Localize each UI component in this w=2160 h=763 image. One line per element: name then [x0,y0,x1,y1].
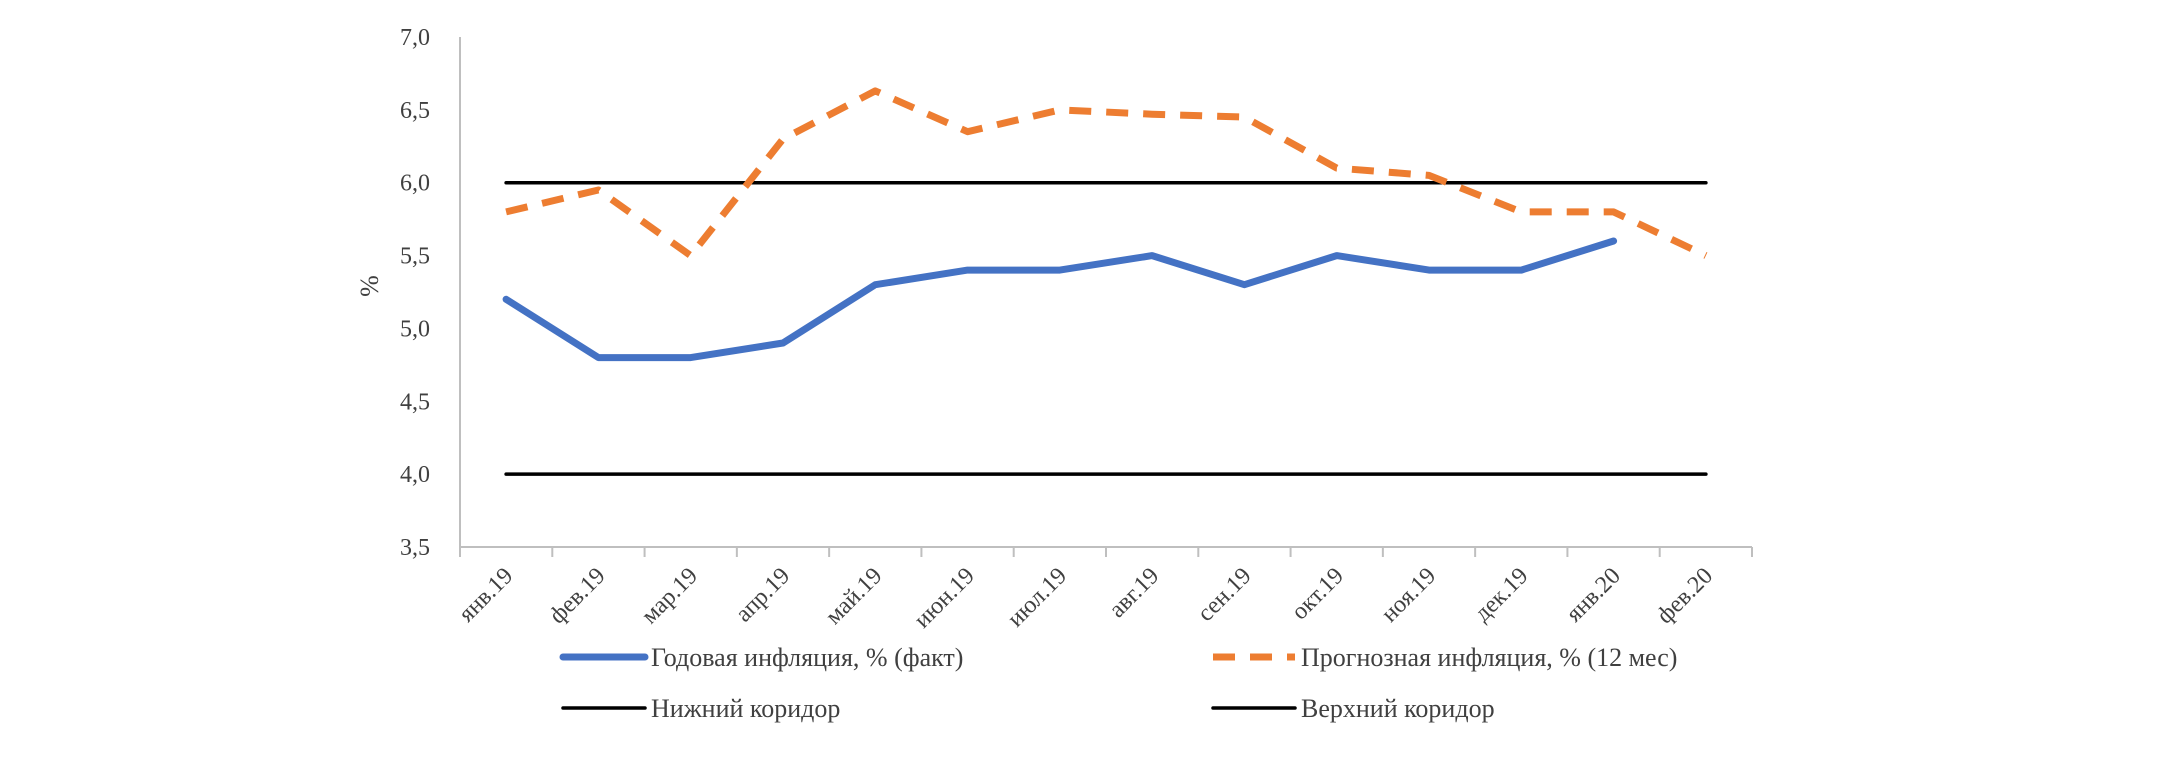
y-tick-label: 3,5 [400,535,430,561]
y-tick-label: 7,0 [400,25,430,51]
legend-label: Прогнозная инфляция, % (12 мес) [1301,643,1677,672]
series-lines [506,91,1706,474]
axes [460,37,1752,557]
y-tick-label: 4,5 [400,389,430,415]
x-tick-label: мар.19 [637,563,703,629]
x-tick-label: фев.20 [1652,563,1718,629]
legend-label: Нижний коридор [651,694,840,723]
legend-label: Верхний коридор [1301,694,1495,723]
x-tick-label: май.19 [821,563,888,630]
x-tick-label: июл.19 [1003,563,1072,632]
y-tick-label: 5,5 [400,244,430,270]
y-tick-label: 4,0 [400,462,430,488]
y-axis-title: % [355,275,384,297]
x-tick-label: авг.19 [1104,563,1164,623]
y-tick-label: 6,5 [400,98,430,124]
x-tick-label: апр.19 [731,563,795,627]
legend-label: Годовая инфляция, % (факт) [651,643,963,672]
x-tick-label: окт.19 [1287,563,1349,625]
x-tick-label: янв.19 [454,563,519,628]
x-tick-label: дек.19 [1470,563,1534,627]
legend: Годовая инфляция, % (факт) Прогнозная инф… [563,643,1677,723]
x-tick-label: янв.20 [1561,563,1626,628]
x-tick-label: ноя.19 [1377,563,1442,628]
x-tick-label: июн.19 [909,563,979,633]
x-tick-label: сен.19 [1193,563,1257,627]
y-tick-label: 5,0 [400,316,430,342]
x-tick-label: фев.19 [545,563,611,629]
x-tick-labels: янв.19 фев.19 мар.19 апр.19 май.19 июн.19 июл.… [454,563,1718,633]
y-tick-label: 6,0 [400,171,430,197]
y-tick-labels: 3,5 4,0 4,5 5,0 5,5 6,0 6,5 7,0 [400,25,430,561]
series-line-2 [506,91,1706,256]
series-line-1 [506,241,1614,358]
